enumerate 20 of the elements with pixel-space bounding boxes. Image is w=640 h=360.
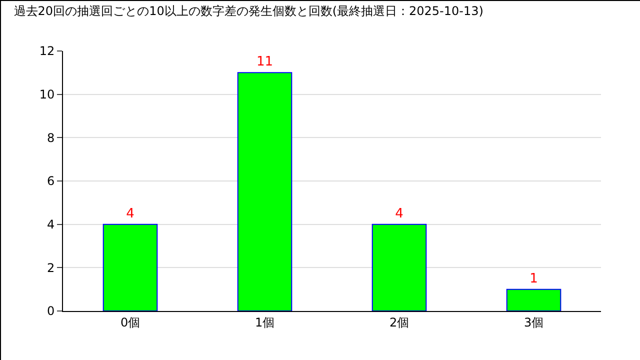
data-label: 11 <box>256 54 274 70</box>
y-tick-label: 12 <box>39 44 55 58</box>
bar <box>372 224 427 311</box>
x-tick-label: 2個 <box>389 315 410 330</box>
y-tick-label: 6 <box>46 174 55 188</box>
bar <box>102 224 158 311</box>
y-tick-label: 10 <box>39 88 55 102</box>
bar <box>506 288 562 311</box>
bar <box>237 72 292 311</box>
chart-title: 過去20回の抽選回ごとの10以上の数字差の発生個数と回数(最終抽選日：2025-10-13) <box>14 4 484 18</box>
y-tick-label: 4 <box>46 218 55 232</box>
x-tick-label: 1個 <box>254 315 275 330</box>
x-tick-label: 3個 <box>524 315 544 330</box>
y-tick-label: 0 <box>46 304 55 318</box>
data-label: 4 <box>395 206 404 222</box>
y-tick-label: 2 <box>46 260 55 275</box>
y-tick-label: 8 <box>46 130 55 145</box>
x-tick-label: 0個 <box>120 315 140 330</box>
data-label: 4 <box>126 206 134 222</box>
data-label: 1 <box>530 271 538 286</box>
